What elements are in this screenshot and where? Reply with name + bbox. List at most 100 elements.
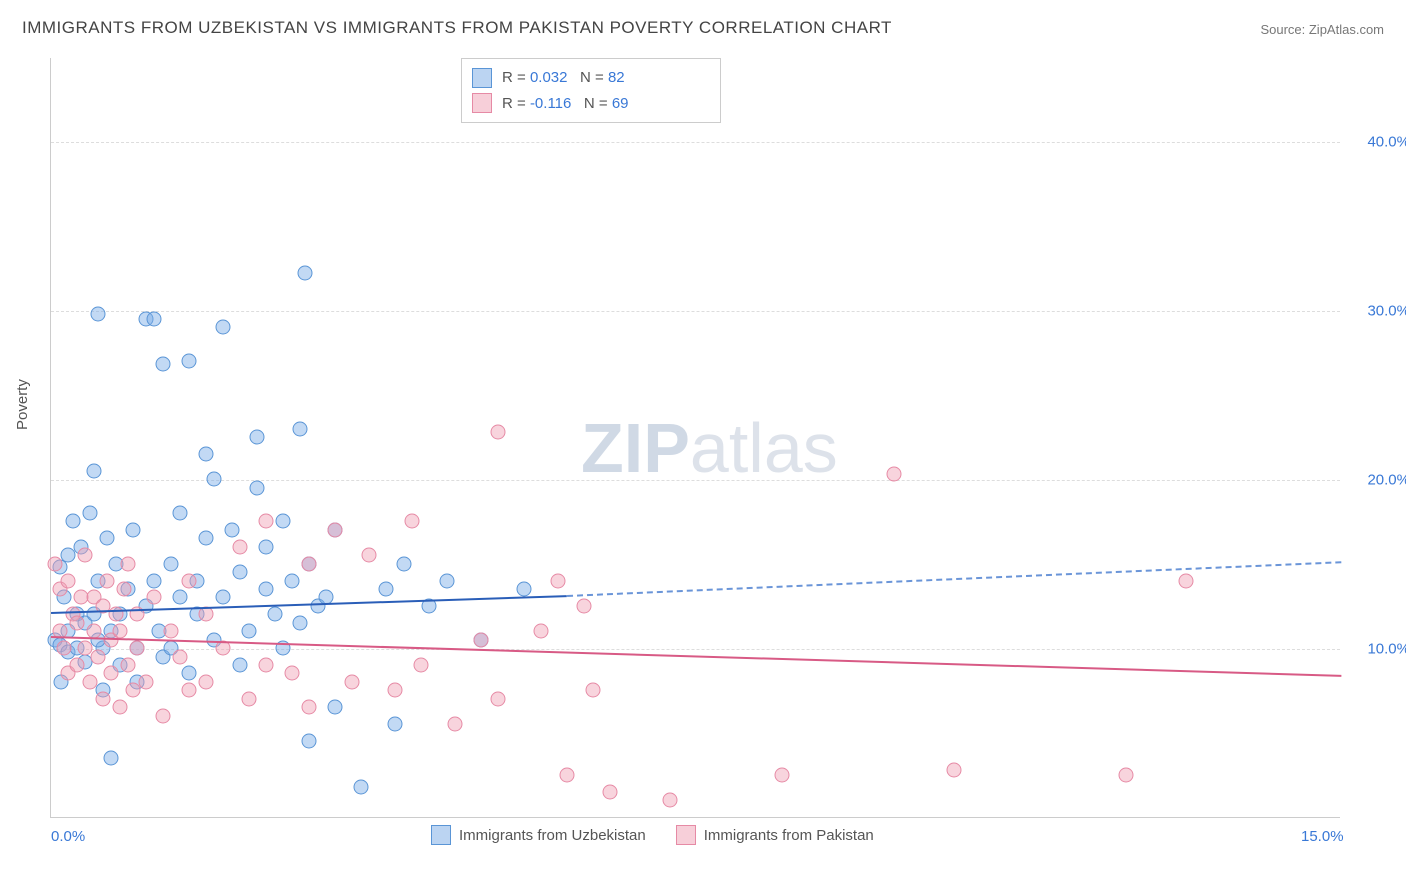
- data-point: [95, 691, 110, 706]
- data-point: [117, 582, 132, 597]
- data-point: [293, 615, 308, 630]
- data-point: [551, 573, 566, 588]
- data-point: [293, 421, 308, 436]
- data-point: [491, 691, 506, 706]
- data-point: [56, 641, 71, 656]
- data-point: [69, 615, 84, 630]
- data-point: [130, 641, 145, 656]
- data-point: [250, 480, 265, 495]
- data-point: [302, 700, 317, 715]
- data-point: [362, 548, 377, 563]
- data-point: [302, 556, 317, 571]
- data-point: [87, 463, 102, 478]
- data-point: [173, 590, 188, 605]
- data-point: [241, 624, 256, 639]
- gridline: [51, 142, 1340, 143]
- data-point: [216, 320, 231, 335]
- data-point: [173, 506, 188, 521]
- data-point: [1179, 573, 1194, 588]
- data-point: [886, 467, 901, 482]
- data-point: [388, 717, 403, 732]
- legend-swatch-pink: [472, 93, 492, 113]
- data-point: [198, 531, 213, 546]
- data-point: [48, 556, 63, 571]
- data-point: [302, 734, 317, 749]
- trend-line: [51, 595, 567, 614]
- data-point: [517, 582, 532, 597]
- x-tick-label: 0.0%: [51, 828, 85, 845]
- data-point: [413, 658, 428, 673]
- data-point: [775, 767, 790, 782]
- y-tick-label: 40.0%: [1350, 134, 1406, 151]
- gridline: [51, 311, 1340, 312]
- data-point: [439, 573, 454, 588]
- data-point: [173, 649, 188, 664]
- data-point: [164, 624, 179, 639]
- legend-series: Immigrants from Uzbekistan Immigrants fr…: [431, 825, 874, 845]
- legend-swatch-blue: [472, 68, 492, 88]
- data-point: [491, 424, 506, 439]
- data-point: [284, 666, 299, 681]
- data-point: [99, 573, 114, 588]
- data-point: [104, 750, 119, 765]
- data-point: [297, 266, 312, 281]
- data-point: [353, 779, 368, 794]
- data-point: [78, 548, 93, 563]
- data-point: [112, 700, 127, 715]
- data-point: [233, 539, 248, 554]
- data-point: [112, 624, 127, 639]
- data-point: [224, 522, 239, 537]
- data-point: [259, 539, 274, 554]
- data-point: [207, 472, 222, 487]
- data-point: [534, 624, 549, 639]
- y-axis-label: Poverty: [14, 379, 31, 430]
- data-point: [104, 666, 119, 681]
- data-point: [267, 607, 282, 622]
- data-point: [82, 506, 97, 521]
- data-point: [155, 708, 170, 723]
- data-point: [560, 767, 575, 782]
- data-point: [69, 658, 84, 673]
- data-point: [138, 674, 153, 689]
- data-point: [91, 306, 106, 321]
- data-point: [405, 514, 420, 529]
- gridline: [51, 480, 1340, 481]
- data-point: [121, 556, 136, 571]
- data-point: [474, 632, 489, 647]
- data-point: [241, 691, 256, 706]
- trend-line: [567, 561, 1341, 597]
- data-point: [327, 522, 342, 537]
- y-tick-label: 30.0%: [1350, 303, 1406, 320]
- data-point: [284, 573, 299, 588]
- data-point: [379, 582, 394, 597]
- data-point: [327, 700, 342, 715]
- data-point: [99, 531, 114, 546]
- data-point: [603, 784, 618, 799]
- data-point: [147, 590, 162, 605]
- data-point: [121, 658, 136, 673]
- data-point: [181, 354, 196, 369]
- x-tick-label: 15.0%: [1301, 828, 1344, 845]
- y-tick-label: 10.0%: [1350, 641, 1406, 658]
- data-point: [448, 717, 463, 732]
- data-point: [276, 514, 291, 529]
- data-point: [181, 573, 196, 588]
- data-point: [155, 357, 170, 372]
- y-tick-label: 20.0%: [1350, 472, 1406, 489]
- legend-stats: R = 0.032 N = 82 R = -0.116 N = 69: [461, 58, 721, 123]
- chart-title: IMMIGRANTS FROM UZBEKISTAN VS IMMIGRANTS…: [22, 18, 892, 38]
- data-point: [181, 666, 196, 681]
- watermark: ZIPatlas: [581, 408, 838, 488]
- gridline: [51, 649, 1340, 650]
- data-point: [947, 762, 962, 777]
- data-point: [577, 598, 592, 613]
- data-point: [259, 582, 274, 597]
- data-point: [198, 446, 213, 461]
- data-point: [198, 674, 213, 689]
- data-point: [250, 430, 265, 445]
- data-point: [233, 565, 248, 580]
- data-point: [147, 311, 162, 326]
- data-point: [181, 683, 196, 698]
- data-point: [91, 649, 106, 664]
- data-point: [216, 590, 231, 605]
